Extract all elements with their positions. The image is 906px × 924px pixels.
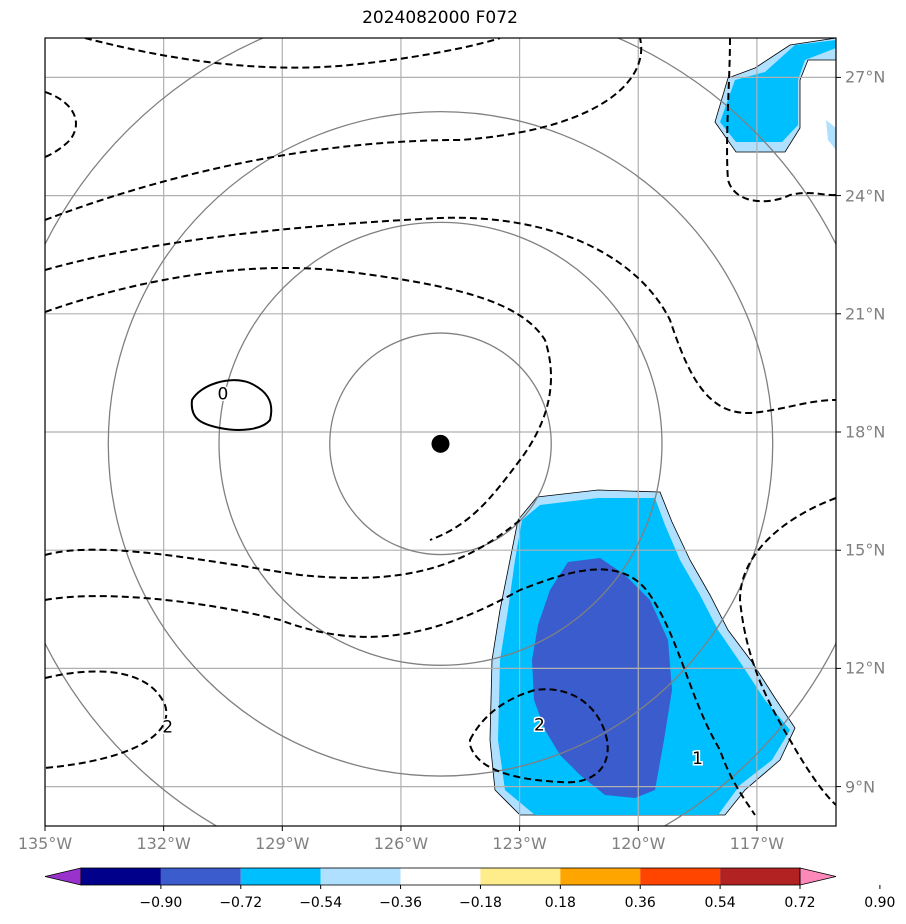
colorbar-tick-label: −0.36 (379, 895, 422, 911)
lon-tick-label: 120°W (611, 834, 666, 853)
map-title: 2024082000 F072 (362, 8, 518, 28)
lon-tick-label: 117°W (729, 834, 785, 853)
colorbar-segment (400, 868, 481, 885)
colorbar-tick-label: −0.18 (458, 895, 502, 911)
shaded-anomaly-northeast (714, 38, 836, 153)
lat-tick-label: 27°N (845, 67, 886, 87)
contour-labels: 0 2 2 1 (161, 383, 705, 770)
contour-label: 0 (218, 385, 229, 405)
contour-label: 1 (692, 749, 703, 769)
storm-center-marker (431, 434, 450, 453)
lat-tick-label: 18°N (845, 422, 886, 442)
lon-tick-label: 126°W (373, 834, 429, 853)
axis-ticks (44, 76, 841, 831)
lon-tick-label: 135°W (17, 834, 73, 853)
lat-tick-label: 21°N (845, 304, 886, 324)
lat-tick-label: 24°N (845, 186, 886, 206)
colorbar-segment (560, 868, 641, 885)
colorbar-segment (240, 868, 321, 885)
colorbar-segment (320, 868, 401, 885)
range-rings (45, 38, 836, 826)
colorbar-segment (640, 868, 721, 885)
colorbar-tick-label: −0.72 (219, 895, 263, 911)
range-ring (218, 221, 663, 666)
range-ring (329, 332, 552, 556)
colorbar-tick-label: −0.54 (299, 895, 343, 911)
colorbar-segment (81, 868, 161, 885)
colorbar-tick-label: 0.18 (544, 895, 576, 911)
lat-tick-label: 12°N (845, 658, 886, 678)
lon-tick-label: 123°W (492, 834, 547, 853)
colorbar-segment (160, 868, 241, 885)
lon-tick-label: 129°W (255, 834, 310, 853)
colorbar-tick-label: −0.90 (139, 895, 183, 911)
colorbar-extend-high (799, 867, 837, 886)
colorbar-tick-label: 0.90 (864, 895, 896, 911)
range-ring (107, 110, 774, 777)
colorbar (44, 867, 881, 889)
shaded-anomaly-south (489, 489, 796, 816)
colorbar-tick-label: 0.36 (624, 895, 656, 911)
contour-label: 2 (534, 716, 545, 736)
dashed-contours (45, 38, 836, 816)
colorbar-tick-label: 0.54 (704, 895, 736, 911)
colorbar-tick-label: 0.72 (784, 895, 816, 911)
colorbar-segment (480, 868, 561, 885)
lon-tick-label: 132°W (136, 834, 191, 853)
colorbar-segment (720, 868, 800, 885)
lat-tick-label: 9°N (845, 777, 876, 797)
lat-tick-label: 15°N (845, 540, 886, 560)
contour-label: 2 (162, 718, 173, 738)
colorbar-extend-low (44, 867, 82, 886)
colorbar-frame (80, 867, 801, 886)
solid-contour-zero (190, 379, 273, 431)
